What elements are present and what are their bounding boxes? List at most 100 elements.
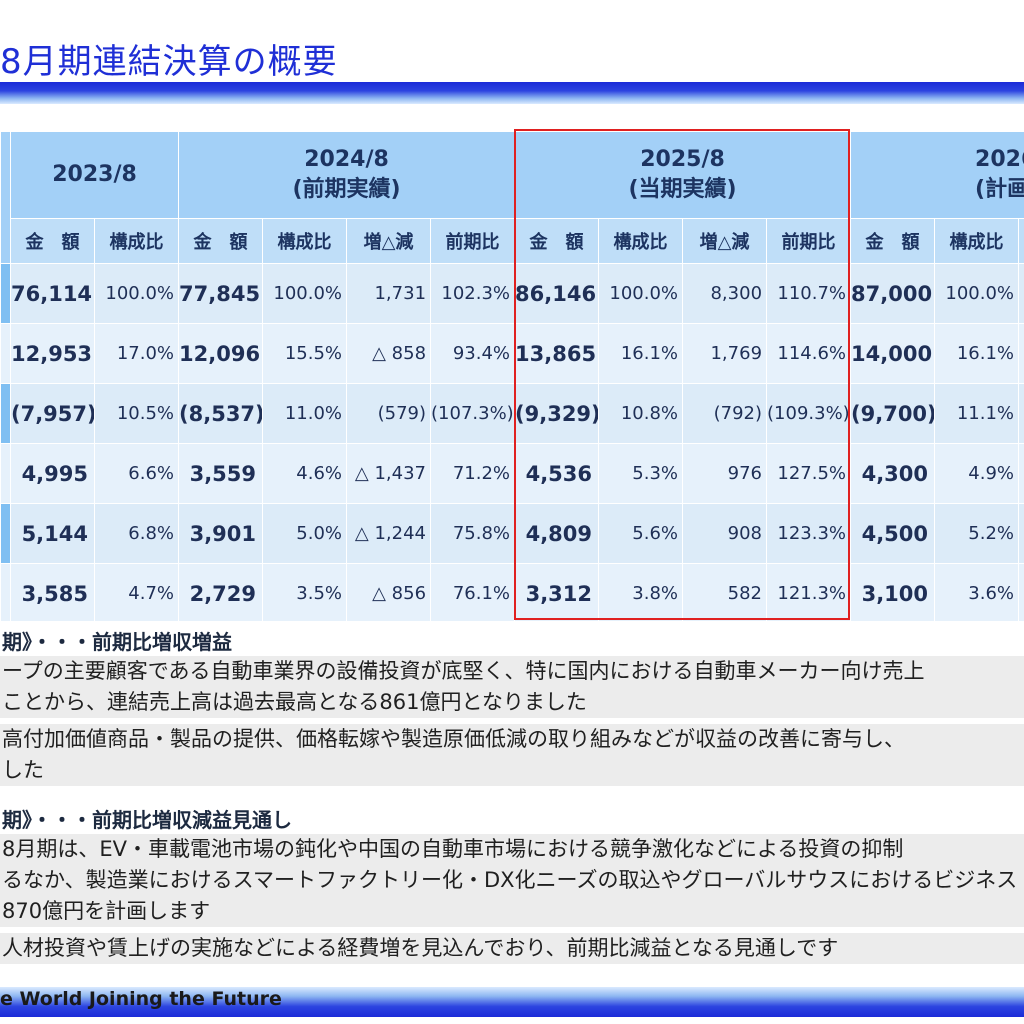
- row-label: [0, 263, 11, 324]
- summary-line: ことから、連結売上高は過去最高となる861億円となりました: [0, 687, 1024, 718]
- cell-amount: 3,100: [850, 563, 936, 621]
- period-sublabel: (当期実績): [628, 177, 737, 202]
- table-row: 3,585 4.7% 2,729 3.5% △ 856 76.1% 3,312 3.8% 582…: [0, 563, 1024, 621]
- cell-yoy: (109.3%): [766, 383, 852, 444]
- col-amount: 金 額: [514, 218, 600, 264]
- table-row: 12,953 17.0% 12,096 15.5% △ 858 93.4% 13,865 16…: [0, 323, 1024, 384]
- cell-change: (579): [346, 383, 432, 444]
- cell-ratio: 6.6%: [93, 443, 180, 504]
- cell-ratio: 100.0%: [934, 263, 1020, 324]
- period-header-2026: 2026 (計画: [850, 131, 1024, 219]
- cell-change: 1,769: [682, 323, 768, 384]
- financial-summary-table: 2023/8 2024/8 (前期実績) 2025/8 (当期実績) 2026 …: [0, 131, 1024, 621]
- col-change: [1018, 218, 1024, 264]
- cell-yoy: 123.3%: [766, 503, 852, 564]
- cell-yoy: 102.3%: [430, 263, 516, 324]
- period-sublabel: (前期実績): [292, 177, 401, 202]
- col-ratio: 構成比: [598, 218, 684, 264]
- cell-change: △ 1,244: [346, 503, 432, 564]
- cell-empty: [1018, 263, 1024, 324]
- cell-ratio: 11.1%: [934, 383, 1020, 444]
- row-label: [0, 503, 11, 564]
- cell-amount: 87,000: [850, 263, 936, 324]
- outlook-line: 8月期は、EV・車載電池市場の鈍化や中国の自動車市場における競争激化などによる投…: [0, 834, 1024, 865]
- cell-empty: [1018, 443, 1024, 504]
- cell-amount: (9,329): [514, 383, 600, 444]
- cell-change: △ 856: [346, 563, 432, 621]
- period-label: 2025/8: [640, 147, 725, 172]
- cell-ratio: 3.6%: [934, 563, 1020, 621]
- col-ratio: 構成比: [934, 218, 1020, 264]
- col-amount: 金 額: [850, 218, 936, 264]
- cell-amount: 4,536: [514, 443, 600, 504]
- cell-ratio: 6.8%: [93, 503, 180, 564]
- cell-amount: 3,585: [10, 563, 95, 621]
- period-sublabel: (計画: [975, 177, 1024, 202]
- cell-amount: 3,901: [178, 503, 264, 564]
- cell-change: 582: [682, 563, 768, 621]
- financial-table-wrapper: 2023/8 2024/8 (前期実績) 2025/8 (当期実績) 2026 …: [0, 131, 1024, 621]
- title-bar: [0, 82, 1024, 104]
- cell-amount: 4,995: [10, 443, 95, 504]
- row-label: [0, 383, 11, 444]
- table-row: 5,144 6.8% 3,901 5.0% △ 1,244 75.8% 4,809 5.6% 9…: [0, 503, 1024, 564]
- cell-ratio: 5.2%: [934, 503, 1020, 564]
- outlook-line: 870億円を計画します: [0, 896, 1024, 927]
- cell-yoy: 75.8%: [430, 503, 516, 564]
- footer-bar: [0, 987, 1024, 1017]
- cell-amount: 4,809: [514, 503, 600, 564]
- cell-yoy: 114.6%: [766, 323, 852, 384]
- cell-amount: 86,146: [514, 263, 600, 324]
- summary-line: 高付加価値商品・製品の提供、価格転嫁や製造原価低減の取り組みなどが収益の改善に寄…: [0, 724, 1024, 755]
- outlook-line: るなか、製造業におけるスマートファクトリー化・DX化ニーズの取込やグローバルサウ…: [0, 865, 1024, 896]
- cell-yoy: 71.2%: [430, 443, 516, 504]
- col-ratio: 構成比: [93, 218, 180, 264]
- table-row: 76,114 100.0% 77,845 100.0% 1,731 102.3% 86,14…: [0, 263, 1024, 324]
- cell-amount: 4,300: [850, 443, 936, 504]
- cell-change: △ 858: [346, 323, 432, 384]
- cell-empty: [1018, 383, 1024, 444]
- period-label: 2026: [975, 147, 1024, 172]
- cell-change: 1,731: [346, 263, 432, 324]
- cell-ratio: 3.8%: [598, 563, 684, 621]
- summary-line: ープの主要顧客である自動車業界の設備投資が底堅く、特に国内における自動車メーカー…: [0, 656, 1024, 687]
- cell-amount: 76,114: [10, 263, 95, 324]
- cell-change: 908: [682, 503, 768, 564]
- cell-ratio: 5.6%: [598, 503, 684, 564]
- col-change: 増△減: [346, 218, 432, 264]
- cell-ratio: 100.0%: [262, 263, 348, 324]
- period-label: 2023/8: [52, 162, 137, 187]
- next-period-outlook: 期》・・・前期比増収減益見通し 8月期は、EV・車載電池市場の鈍化や中国の自動車…: [0, 806, 1024, 964]
- cell-ratio: 11.0%: [262, 383, 348, 444]
- cell-ratio: 3.5%: [262, 563, 348, 621]
- period-header-2023: 2023/8: [9, 131, 180, 219]
- cell-ratio: 4.7%: [93, 563, 180, 621]
- row-label: [0, 443, 11, 504]
- col-amount: 金 額: [10, 218, 95, 264]
- row-label: [0, 563, 11, 621]
- outlook-line: 人材投資や賃上げの実施などによる経費増を見込んでおり、前期比減益となる見通しです: [0, 933, 1024, 964]
- cell-yoy: (107.3%): [430, 383, 516, 444]
- cell-ratio: 10.5%: [93, 383, 180, 444]
- summary-line: した: [0, 755, 1024, 786]
- cell-amount: 5,144: [10, 503, 95, 564]
- period-header-2025: 2025/8 (当期実績): [514, 131, 852, 219]
- cell-amount: 14,000: [850, 323, 936, 384]
- cell-ratio: 16.1%: [598, 323, 684, 384]
- cell-amount: 3,312: [514, 563, 600, 621]
- cell-ratio: 100.0%: [93, 263, 180, 324]
- cell-yoy: 93.4%: [430, 323, 516, 384]
- cell-yoy: 76.1%: [430, 563, 516, 621]
- cell-change: (792): [682, 383, 768, 444]
- row-label: [0, 323, 11, 384]
- cell-change: 8,300: [682, 263, 768, 324]
- row-label-header: [0, 131, 11, 264]
- cell-ratio: 4.9%: [934, 443, 1020, 504]
- col-change: 増△減: [682, 218, 768, 264]
- cell-ratio: 5.3%: [598, 443, 684, 504]
- cell-ratio: 4.6%: [262, 443, 348, 504]
- cell-amount: 2,729: [178, 563, 264, 621]
- footer-slogan: e World Joining the Future: [0, 988, 282, 1010]
- cell-yoy: 127.5%: [766, 443, 852, 504]
- cell-empty: [1018, 503, 1024, 564]
